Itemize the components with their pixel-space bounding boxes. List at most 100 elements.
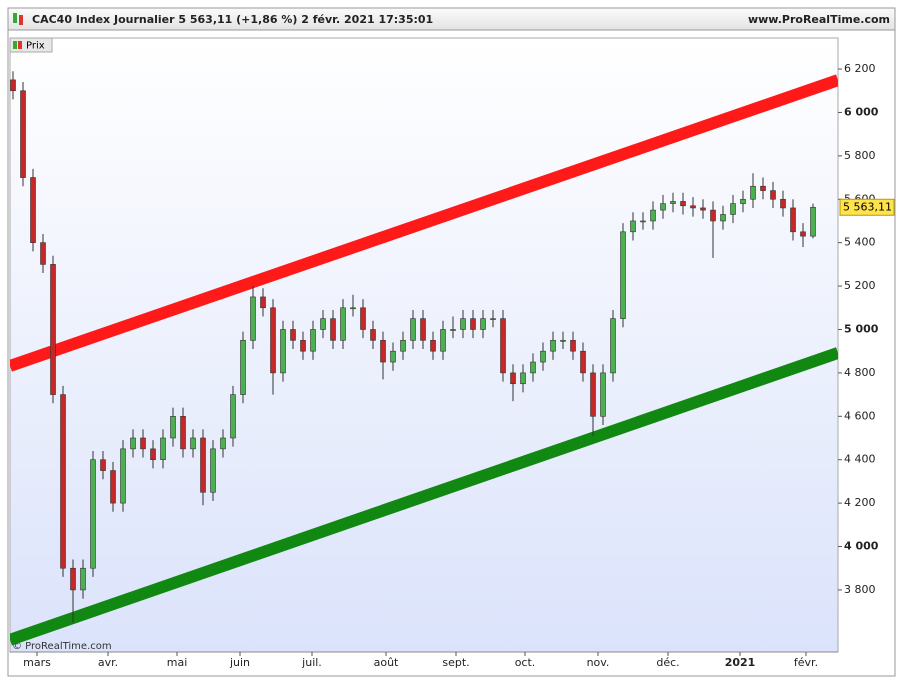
- candle-body: [590, 372, 596, 417]
- candle-body: [160, 437, 166, 461]
- candle-body: [90, 459, 96, 569]
- candle-body: [150, 448, 156, 461]
- candle-body: [450, 329, 456, 331]
- price-label: 5 563,11: [843, 200, 892, 213]
- candle-body: [220, 437, 226, 450]
- candle-body: [650, 209, 656, 222]
- candle-body: [20, 90, 26, 178]
- candle-body: [270, 307, 276, 374]
- candle-body: [170, 415, 176, 439]
- candle-body: [800, 231, 806, 237]
- candle-body: [430, 340, 436, 352]
- candle-body: [460, 318, 466, 330]
- candle-body: [260, 296, 266, 309]
- candle-body: [660, 203, 666, 211]
- candle-body: [570, 340, 576, 352]
- y-tick-label: 5 800: [844, 149, 876, 162]
- candle-body: [790, 207, 796, 233]
- candle-body: [640, 220, 646, 223]
- candle-body: [580, 350, 586, 374]
- y-tick-label: 6 000: [844, 105, 879, 118]
- candle-body: [500, 318, 506, 374]
- y-tick-label: 4 800: [844, 366, 876, 379]
- candle-body: [470, 318, 476, 330]
- x-tick-label: nov.: [587, 656, 610, 669]
- x-tick-label: août: [374, 656, 399, 669]
- legend-icon: [13, 41, 17, 49]
- candle-body: [110, 470, 116, 504]
- candle-body: [10, 79, 16, 92]
- candle-body: [670, 201, 676, 204]
- candle-body: [480, 318, 486, 330]
- candle-body: [330, 318, 336, 341]
- candle-body: [530, 361, 536, 374]
- watermark: © ProRealTime.com: [12, 641, 112, 652]
- candle-body: [50, 264, 56, 395]
- icon: [19, 15, 23, 25]
- header: [7, 7, 896, 31]
- y-tick-label: 5 000: [844, 322, 879, 335]
- x-tick-label: oct.: [515, 656, 536, 669]
- icon: [13, 13, 17, 23]
- x-tick-label: juin: [229, 656, 250, 669]
- trendline: [10, 74, 838, 372]
- candle-body: [350, 307, 356, 310]
- candle-body: [680, 201, 686, 207]
- candle-body: [810, 206, 816, 237]
- source: www.ProRealTime.com: [748, 13, 890, 26]
- candle-body: [100, 459, 106, 471]
- candle-body: [630, 220, 636, 233]
- candle-body: [760, 185, 766, 191]
- candle-body: [300, 340, 306, 352]
- candle-body: [390, 350, 396, 363]
- candle-body: [620, 231, 626, 319]
- candle-body: [40, 242, 46, 265]
- candle-body: [490, 318, 496, 320]
- x-tick-label: avr.: [98, 656, 118, 669]
- candle-body: [140, 437, 146, 450]
- candle-body: [510, 372, 516, 385]
- candle-body: [60, 394, 66, 569]
- candle-body: [740, 198, 746, 204]
- y-tick-label: 5 400: [844, 236, 876, 249]
- x-tick-label: mars: [23, 656, 51, 669]
- legend-label: Prix: [26, 41, 45, 52]
- candle-body: [600, 372, 606, 417]
- x-tick-label: févr.: [794, 656, 818, 669]
- x-tick-label: juil.: [301, 656, 322, 669]
- candle-body: [520, 372, 526, 385]
- y-tick-label: 4 600: [844, 409, 876, 422]
- candle-body: [70, 567, 76, 591]
- candle-body: [770, 190, 776, 200]
- candle-body: [370, 329, 376, 341]
- candle-body: [420, 318, 426, 341]
- candle-body: [540, 350, 546, 363]
- candle-body: [550, 340, 556, 352]
- candle-body: [280, 329, 286, 374]
- candle-body: [690, 205, 696, 209]
- candle-body: [360, 307, 366, 330]
- candle-body: [730, 203, 736, 215]
- y-tick-label: 4 000: [844, 540, 879, 553]
- x-tick-label: déc.: [656, 656, 679, 669]
- candle-body: [410, 318, 416, 341]
- candle-body: [200, 437, 206, 493]
- candle-body: [340, 307, 346, 341]
- candle-body: [400, 340, 406, 352]
- x-tick-label: sept.: [442, 656, 469, 669]
- candle-body: [30, 177, 36, 243]
- plot-area: [9, 37, 839, 653]
- legend-icon: [18, 41, 22, 49]
- candle-body: [710, 209, 716, 222]
- candle-body: [780, 198, 786, 209]
- y-tick-label: 5 200: [844, 279, 876, 292]
- y-tick-label: 3 800: [844, 583, 876, 596]
- candle-body: [560, 340, 566, 342]
- y-tick-label: 4 400: [844, 453, 876, 466]
- candle-body: [720, 214, 726, 222]
- price-label-box: [839, 198, 895, 216]
- candle-body: [250, 296, 256, 341]
- candle-body: [750, 185, 756, 200]
- candle-body: [210, 448, 216, 493]
